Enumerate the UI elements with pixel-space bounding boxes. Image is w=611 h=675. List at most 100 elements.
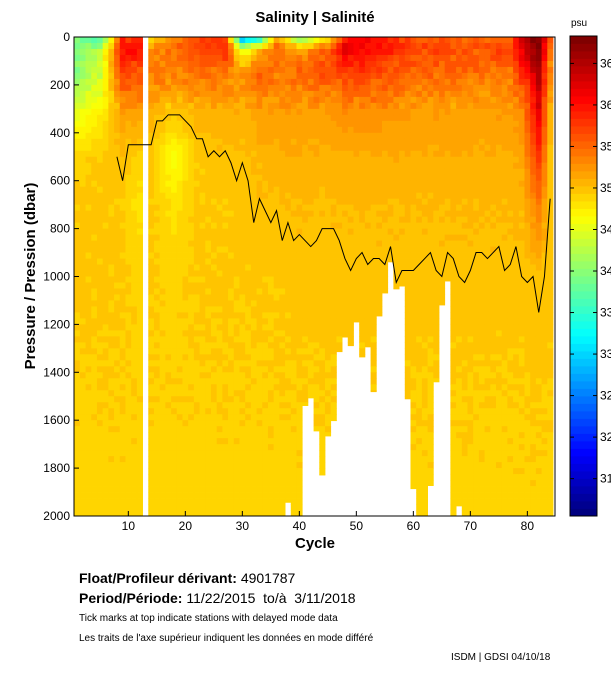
heatmap-cell <box>387 132 394 140</box>
heatmap-cell <box>85 408 92 415</box>
heatmap-cell <box>364 156 371 164</box>
heatmap-cell <box>210 186 218 194</box>
heatmap-cell <box>302 192 309 200</box>
heatmap-cell <box>461 492 468 499</box>
heatmap-cell <box>131 37 138 44</box>
heatmap-cell <box>324 186 332 194</box>
heatmap-cell <box>410 432 417 439</box>
heatmap-cell <box>381 246 389 253</box>
heatmap-cell <box>188 270 195 277</box>
heatmap-cell <box>439 48 446 56</box>
heatmap-cell <box>353 120 360 128</box>
heatmap-cell <box>188 378 195 385</box>
heatmap-cell <box>74 90 81 98</box>
heatmap-cell <box>456 84 463 92</box>
heatmap-cell <box>381 150 389 158</box>
heatmap-cell <box>193 438 200 445</box>
heatmap-cell <box>262 186 269 194</box>
heatmap-cell <box>171 168 178 176</box>
heatmap-cell <box>421 276 428 283</box>
heatmap-cell <box>193 300 200 307</box>
heatmap-cell <box>404 300 411 307</box>
heatmap-cell <box>205 324 212 331</box>
heatmap-cell <box>267 180 275 188</box>
heatmap-cell <box>165 288 172 295</box>
heatmap-cell <box>119 198 126 206</box>
heatmap-cell <box>279 324 286 331</box>
heatmap-cell <box>125 456 132 463</box>
heatmap-cell <box>421 378 428 385</box>
heatmap-cell <box>119 306 126 313</box>
heatmap-cell <box>205 480 212 487</box>
heatmap-cell <box>302 252 309 259</box>
heatmap-cell <box>91 228 98 235</box>
heatmap-cell <box>456 378 463 385</box>
heatmap-cell <box>216 234 223 241</box>
heatmap-cell <box>410 414 417 421</box>
heatmap-cell <box>91 186 98 194</box>
heatmap-cell <box>336 282 343 289</box>
heatmap-cell <box>461 456 468 463</box>
heatmap-cell <box>250 480 257 487</box>
heatmap-cell <box>324 180 332 188</box>
heatmap-cell <box>79 456 86 463</box>
heatmap-cell <box>148 390 155 397</box>
heatmap-cell <box>153 438 161 445</box>
heatmap-cell <box>416 102 423 110</box>
heatmap-cell <box>319 168 326 176</box>
heatmap-cell <box>324 90 332 98</box>
heatmap-cell <box>114 108 121 116</box>
heatmap-cell <box>416 336 423 343</box>
heatmap-cell <box>108 288 115 295</box>
heatmap-cell <box>439 288 446 295</box>
heatmap-cell <box>210 288 218 295</box>
heatmap-cell <box>125 426 132 433</box>
heatmap-cell <box>393 90 400 98</box>
heatmap-cell <box>182 180 189 188</box>
heatmap-cell <box>216 444 223 451</box>
heatmap-cell <box>473 108 480 116</box>
heatmap-cell <box>205 444 212 451</box>
heatmap-cell <box>250 444 257 451</box>
heatmap-cell <box>427 468 434 475</box>
heatmap-cell <box>450 234 457 241</box>
heatmap-cell <box>387 240 394 247</box>
heatmap-cell <box>273 420 280 427</box>
heatmap-cell <box>427 37 434 44</box>
heatmap-cell <box>79 258 86 265</box>
heatmap-cell <box>427 204 434 212</box>
heatmap-cell <box>131 186 138 194</box>
heatmap-cell <box>153 342 161 349</box>
heatmap-cell <box>370 114 377 122</box>
heatmap-cell <box>119 312 126 319</box>
heatmap-cell <box>467 468 474 475</box>
heatmap-cell <box>364 108 371 116</box>
heatmap-cell <box>285 204 292 212</box>
heatmap-cell <box>319 288 326 295</box>
heatmap-cell <box>171 318 178 325</box>
heatmap-cell <box>222 216 229 224</box>
heatmap-cell <box>171 174 178 182</box>
heatmap-cell <box>296 240 303 247</box>
heatmap-cell <box>182 102 189 110</box>
heatmap-cell <box>461 78 468 86</box>
heatmap-cell <box>188 354 195 361</box>
heatmap-cell <box>96 162 104 170</box>
heatmap-cell <box>353 240 360 247</box>
heatmap-cell <box>439 42 446 50</box>
heatmap-cell <box>159 492 166 499</box>
heatmap-cell <box>193 366 200 373</box>
heatmap-cell <box>319 402 326 409</box>
heatmap-cell <box>307 192 314 200</box>
heatmap-cell <box>421 348 428 355</box>
heatmap-cell <box>119 228 126 235</box>
heatmap-cell <box>381 228 389 235</box>
heatmap-cell <box>102 78 109 86</box>
heatmap-cell <box>456 426 463 433</box>
heatmap-cell <box>193 42 200 50</box>
heatmap-cell <box>188 294 195 301</box>
heatmap-cell <box>427 456 434 463</box>
heatmap-cell <box>433 270 440 277</box>
heatmap-cell <box>433 294 440 301</box>
heatmap-cell <box>330 240 337 247</box>
